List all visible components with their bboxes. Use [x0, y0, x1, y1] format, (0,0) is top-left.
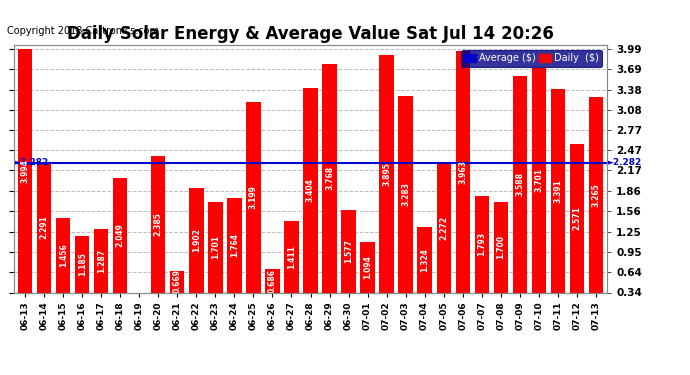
Text: 3.199: 3.199: [249, 185, 258, 209]
Bar: [531, 68, 546, 292]
Text: 1.324: 1.324: [420, 248, 429, 272]
Text: 2.291: 2.291: [40, 216, 49, 239]
Text: 2.385: 2.385: [154, 212, 163, 236]
Text: 1.793: 1.793: [477, 232, 486, 256]
Bar: [570, 144, 584, 292]
Bar: [589, 98, 603, 292]
Bar: [18, 49, 32, 292]
Text: 1.902: 1.902: [192, 228, 201, 252]
Text: 1.701: 1.701: [211, 235, 220, 259]
Text: 2.049: 2.049: [116, 224, 125, 248]
Text: 3.588: 3.588: [515, 172, 524, 196]
Bar: [189, 188, 204, 292]
Bar: [151, 156, 166, 292]
Bar: [75, 236, 90, 292]
Bar: [246, 102, 261, 292]
Text: 3.265: 3.265: [591, 183, 600, 207]
Text: 1.287: 1.287: [97, 249, 106, 273]
Text: 3.404: 3.404: [306, 178, 315, 202]
Bar: [342, 210, 355, 292]
Text: 1.764: 1.764: [230, 233, 239, 257]
Bar: [56, 218, 70, 292]
Text: 0.669: 0.669: [173, 270, 182, 294]
Bar: [360, 242, 375, 292]
Bar: [380, 56, 394, 292]
Title: Daily Solar Energy & Average Value Sat Jul 14 20:26: Daily Solar Energy & Average Value Sat J…: [67, 26, 554, 44]
Text: 0.686: 0.686: [268, 269, 277, 293]
Text: 1.094: 1.094: [363, 255, 372, 279]
Bar: [455, 51, 470, 292]
Bar: [304, 88, 317, 292]
Text: 1.456: 1.456: [59, 243, 68, 267]
Bar: [417, 227, 432, 292]
Bar: [398, 96, 413, 292]
Bar: [94, 230, 108, 292]
Text: 1.411: 1.411: [287, 245, 296, 269]
Text: Copyright 2018 Cartronics.com: Copyright 2018 Cartronics.com: [7, 26, 159, 36]
Text: 3.701: 3.701: [534, 168, 543, 192]
Bar: [513, 76, 527, 292]
Text: 3.963: 3.963: [458, 160, 467, 184]
Bar: [113, 178, 128, 292]
Text: 3.283: 3.283: [401, 182, 410, 206]
Text: 3.391: 3.391: [553, 179, 562, 203]
Text: 3.895: 3.895: [382, 162, 391, 186]
Bar: [493, 202, 508, 292]
Bar: [322, 64, 337, 292]
Text: 3.768: 3.768: [325, 166, 334, 190]
Text: 1.577: 1.577: [344, 239, 353, 263]
Text: ►2.282: ►2.282: [607, 159, 642, 168]
Text: 3.994: 3.994: [21, 159, 30, 183]
Text: 1.700: 1.700: [496, 235, 505, 259]
Bar: [284, 221, 299, 292]
Bar: [437, 164, 451, 292]
Text: ►2.282: ►2.282: [14, 159, 49, 168]
Text: 1.185: 1.185: [78, 252, 87, 276]
Bar: [170, 270, 184, 292]
Bar: [475, 196, 489, 292]
Legend: Average ($), Daily  ($): Average ($), Daily ($): [461, 50, 602, 67]
Text: 2.571: 2.571: [572, 206, 581, 230]
Bar: [551, 89, 565, 292]
Bar: [208, 202, 223, 292]
Bar: [266, 269, 279, 292]
Bar: [227, 198, 242, 292]
Text: 2.272: 2.272: [439, 216, 448, 240]
Bar: [37, 162, 51, 292]
